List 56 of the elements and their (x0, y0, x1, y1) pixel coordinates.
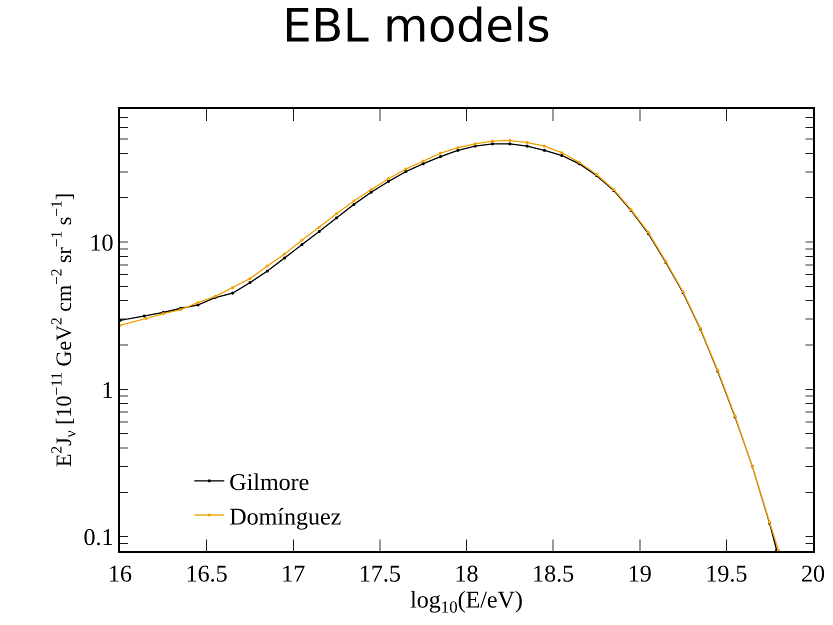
x-tick-label: 17.5 (358, 562, 401, 588)
point (474, 142, 477, 146)
y-tick-label: 10 (89, 230, 114, 256)
point (422, 160, 425, 163)
point (142, 314, 146, 318)
point (542, 144, 546, 148)
x-tick-label: 16.5 (186, 562, 228, 588)
point (318, 226, 321, 229)
point (526, 140, 529, 144)
point (370, 188, 373, 192)
point (508, 139, 512, 142)
x-tick-label: 17 (281, 562, 306, 588)
point (283, 256, 286, 260)
y-tick-label: 0.1 (83, 525, 114, 552)
point (248, 281, 252, 284)
point (335, 212, 338, 216)
point (231, 292, 234, 295)
point (387, 180, 390, 183)
point (404, 168, 408, 171)
legend-label: Gilmore (229, 470, 310, 496)
x-tick-label: 19.5 (705, 562, 748, 588)
point (352, 199, 356, 202)
x-tick-label: 18.5 (532, 562, 574, 588)
point (196, 301, 200, 304)
point (542, 148, 546, 152)
point (335, 216, 338, 220)
point (283, 252, 286, 256)
chart-title: EBL models (282, 0, 551, 53)
point (231, 286, 234, 290)
point (560, 154, 564, 157)
point (508, 142, 512, 146)
legend-label: Domínguez (229, 504, 342, 530)
x-tick-label: 18 (454, 562, 478, 588)
point (266, 264, 269, 268)
point (300, 238, 304, 242)
point (318, 230, 321, 233)
point (526, 144, 529, 148)
x-tick-label: 16 (108, 562, 132, 588)
point (387, 177, 390, 180)
point (439, 155, 442, 158)
point (560, 151, 564, 154)
x-tick-label: 19 (628, 562, 652, 588)
point (352, 202, 356, 206)
point (248, 277, 252, 280)
y-tick-label: 1 (101, 378, 114, 404)
point (456, 146, 460, 150)
point (490, 140, 494, 143)
point (266, 270, 269, 273)
point (456, 148, 460, 152)
point (439, 152, 442, 155)
x-tick-label: 20 (801, 562, 825, 588)
point (422, 162, 425, 166)
point (370, 190, 373, 194)
point (404, 170, 408, 174)
x-axis-title: log$_{10}$(E/eV) (410, 588, 523, 617)
point (300, 243, 304, 246)
